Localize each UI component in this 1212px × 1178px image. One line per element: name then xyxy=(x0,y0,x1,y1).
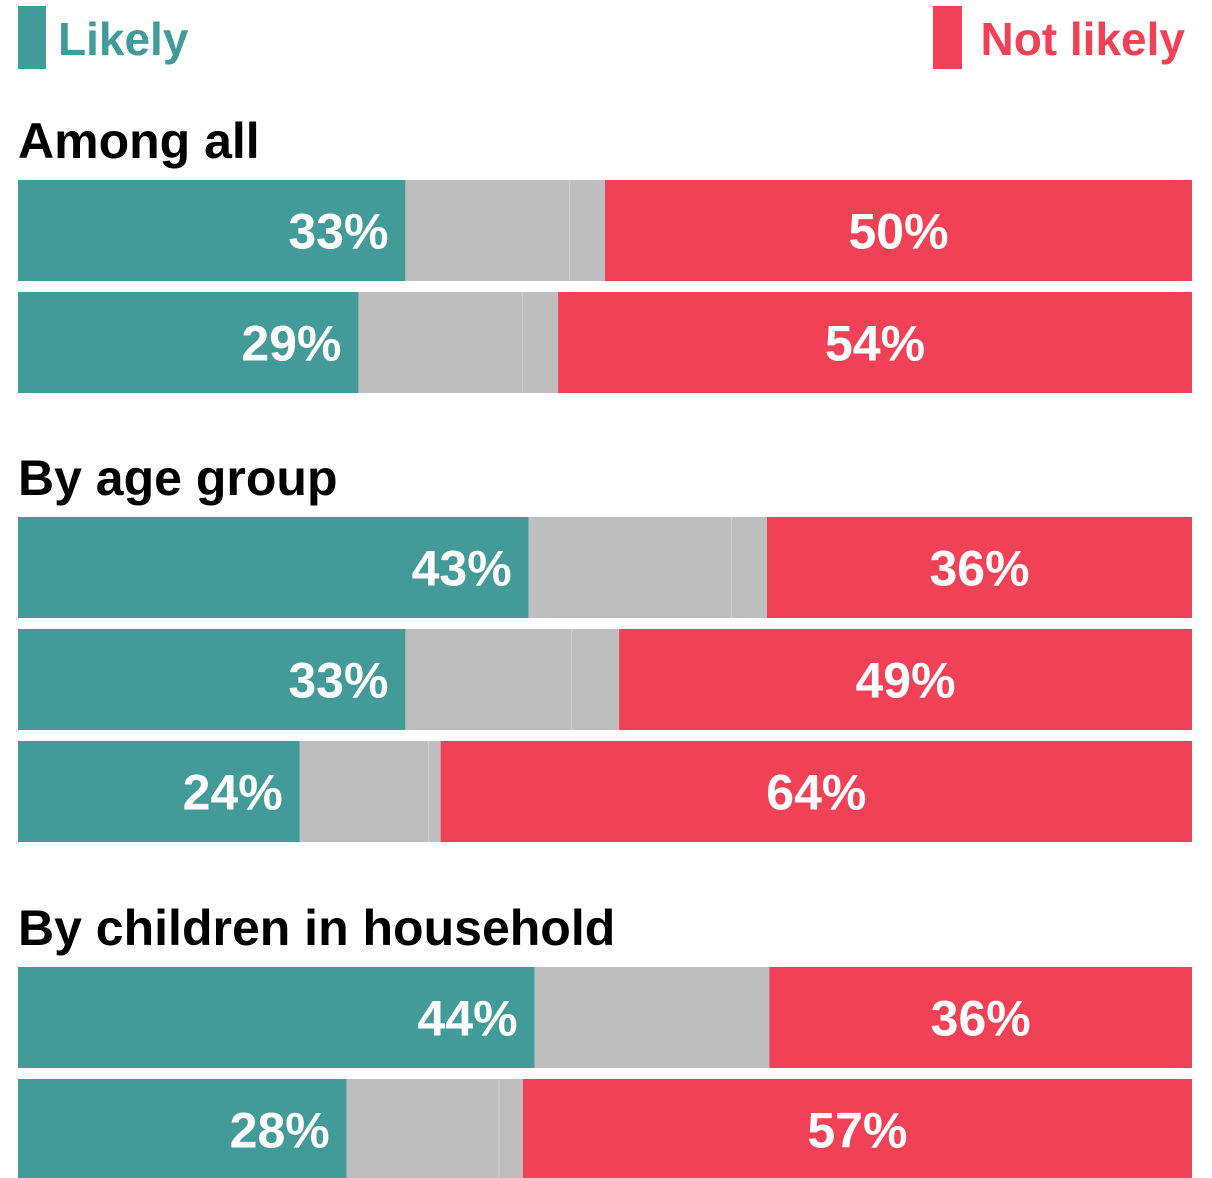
group-heading: Among all xyxy=(18,113,260,169)
bar-neutral xyxy=(405,629,573,730)
bar-likely xyxy=(18,180,406,281)
bar-not-likely xyxy=(522,1079,1192,1178)
data-label-not-likely: 36% xyxy=(931,991,1031,1047)
data-label-likely: 44% xyxy=(417,991,517,1047)
bar-neutral-secondary xyxy=(572,629,620,730)
data-label-not-likely: 57% xyxy=(807,1103,907,1159)
data-label-likely: 43% xyxy=(412,541,512,597)
legend-label-not-likely: Not likely xyxy=(980,13,1185,65)
bar-neutral-secondary xyxy=(731,517,768,618)
legend-swatch-likely xyxy=(18,6,46,69)
legend: Likely Not likely xyxy=(18,6,1185,69)
bar-neutral xyxy=(299,741,429,842)
bar-likely xyxy=(18,967,535,1068)
chart-groups: Among all 33% 50% 29% 54% By age group 43% 36% 3… xyxy=(18,113,1192,1178)
bar-likely xyxy=(18,629,406,730)
data-label-not-likely: 49% xyxy=(856,653,956,709)
data-label-likely: 24% xyxy=(183,765,283,821)
bar-not-likely xyxy=(558,292,1192,393)
bar-row: 28% 57% xyxy=(18,1079,1192,1178)
group-0: Among all 33% 50% 29% 54% xyxy=(18,113,1192,393)
bar-neutral xyxy=(405,180,570,281)
bar-not-likely xyxy=(619,629,1192,730)
bar-not-likely xyxy=(440,741,1192,842)
bar-neutral-secondary xyxy=(569,180,605,281)
bar-neutral-secondary xyxy=(499,1079,523,1178)
group-1: By age group 43% 36% 33% 49% 24% 64% xyxy=(18,450,1192,842)
bar-not-likely xyxy=(605,180,1192,281)
legend-swatch-not-likely xyxy=(933,6,962,69)
data-label-not-likely: 64% xyxy=(766,765,866,821)
group-2: By children in household 44% 36% 28% 57% xyxy=(18,900,1192,1178)
bar-not-likely xyxy=(769,967,1192,1068)
data-label-likely: 33% xyxy=(288,653,388,709)
data-label-likely: 28% xyxy=(230,1103,330,1159)
bar-neutral xyxy=(358,292,523,393)
bar-likely xyxy=(18,1079,347,1178)
data-label-not-likely: 36% xyxy=(929,541,1029,597)
bar-neutral xyxy=(528,517,732,618)
bar-neutral-secondary xyxy=(522,292,559,393)
bar-not-likely xyxy=(767,517,1192,618)
group-heading: By children in household xyxy=(18,900,615,956)
bar-row: 24% 64% xyxy=(18,741,1192,842)
bar-row: 43% 36% xyxy=(18,517,1192,618)
bar-row: 44% 36% xyxy=(18,967,1192,1068)
bar-row: 33% 49% xyxy=(18,629,1192,730)
group-heading: By age group xyxy=(18,450,337,506)
bar-likely xyxy=(18,741,300,842)
data-label-likely: 33% xyxy=(288,204,388,260)
data-label-likely: 29% xyxy=(241,316,341,372)
bar-likely xyxy=(18,292,359,393)
data-label-not-likely: 54% xyxy=(825,316,925,372)
legend-label-likely: Likely xyxy=(58,13,189,65)
bar-row: 33% 50% xyxy=(18,180,1192,281)
bar-likely xyxy=(18,517,529,618)
bar-neutral xyxy=(534,967,770,1068)
data-label-not-likely: 50% xyxy=(848,204,948,260)
bar-neutral-secondary xyxy=(428,741,441,842)
bar-neutral xyxy=(346,1079,500,1178)
bar-row: 29% 54% xyxy=(18,292,1192,393)
